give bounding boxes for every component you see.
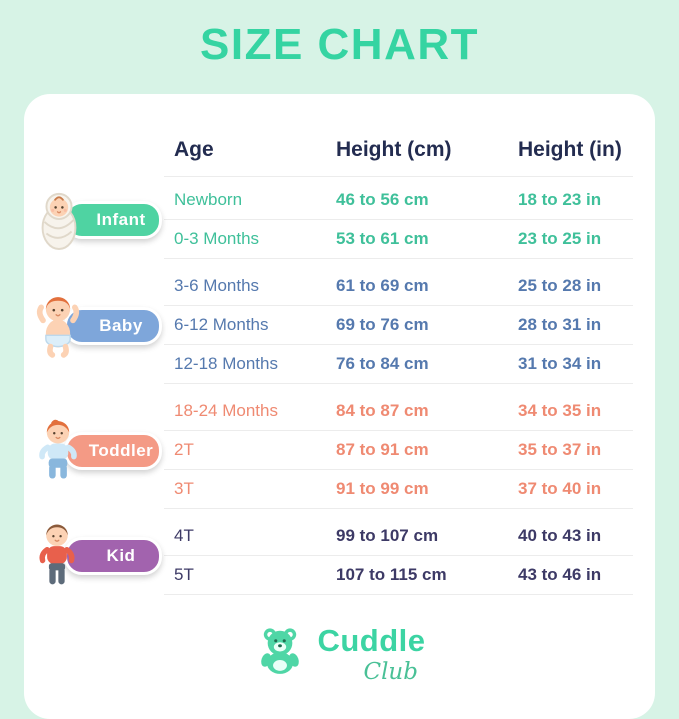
height-cm-cell: 69 to 76 cm <box>336 315 429 334</box>
age-cell: 4T <box>174 526 194 545</box>
height-cm-cell: 87 to 91 cm <box>336 440 429 459</box>
height-in-cell: 37 to 40 in <box>518 479 602 498</box>
height-in-cell: 34 to 35 in <box>518 401 602 420</box>
table-row: 18-24 Months 84 to 87 cm 34 to 35 in <box>164 392 633 431</box>
kid-illustration <box>39 524 75 585</box>
kid-rows: 4T 99 to 107 cm 40 to 43 in 5T 107 to 11… <box>164 513 633 599</box>
toddler-illustration <box>39 419 77 479</box>
brand-name-cuddle: Cuddle <box>317 623 426 658</box>
age-cell: 2T <box>174 440 194 459</box>
kid-badge-pill: Kid <box>64 537 162 575</box>
column-header-height-in: Height (in) <box>518 138 622 161</box>
table-row: 3T 91 to 99 cm 37 to 40 in <box>164 470 633 509</box>
age-cell: 12-18 Months <box>174 354 278 373</box>
age-cell: 5T <box>174 565 194 584</box>
age-cell: 0-3 Months <box>174 229 260 248</box>
brand-text: Cuddle Club <box>317 623 425 685</box>
height-in-cell: 28 to 31 in <box>518 315 602 334</box>
kid-badge: Kid <box>24 513 164 599</box>
baby-badge-pill: Baby <box>64 306 162 345</box>
table-row: Newborn 46 to 56 cm 18 to 23 in <box>164 181 633 220</box>
height-in-cell: 25 to 28 in <box>518 276 602 295</box>
toddler-rows: 18-24 Months 84 to 87 cm 34 to 35 in 2T … <box>164 388 633 513</box>
group-kid: Kid 4T 99 to 107 cm 40 to 43 in 5T 107 t… <box>24 513 655 599</box>
age-cell: 6-12 Months <box>174 315 269 334</box>
height-cm-cell: 61 to 69 cm <box>336 276 429 295</box>
height-in-cell: 31 to 34 in <box>518 354 602 373</box>
table-row: 5T 107 to 115 cm 43 to 46 in <box>164 556 633 595</box>
age-cell: Newborn <box>174 190 243 209</box>
height-cm-cell: 107 to 115 cm <box>336 565 447 584</box>
height-in-cell: 18 to 23 in <box>518 190 602 209</box>
table-row: 0-3 Months 53 to 61 cm 23 to 25 in <box>164 220 633 259</box>
infant-rows: Newborn 46 to 56 cm 18 to 23 in 0-3 Mont… <box>164 177 633 263</box>
toddler-badge: Toddler <box>24 388 164 513</box>
column-header-height-cm: Height (cm) <box>336 138 452 161</box>
height-cm-cell: 53 to 61 cm <box>336 229 429 248</box>
height-cm-cell: 46 to 56 cm <box>336 190 429 209</box>
infant-badge: Infant <box>24 177 164 263</box>
height-cm-cell: 99 to 107 cm <box>336 526 439 545</box>
table-header: Age Height (cm) Height (in) <box>164 138 633 177</box>
baby-illustration <box>36 296 80 358</box>
height-in-cell: 35 to 37 in <box>518 440 602 459</box>
height-cm-cell: 76 to 84 cm <box>336 354 429 373</box>
height-cm-cell: 91 to 99 cm <box>336 479 429 498</box>
age-cell: 3-6 Months <box>174 276 260 295</box>
table-row: 3-6 Months 61 to 69 cm 25 to 28 in <box>164 267 633 306</box>
table-row: 4T 99 to 107 cm 40 to 43 in <box>164 517 633 556</box>
age-cell: 18-24 Months <box>174 401 278 420</box>
age-cell: 3T <box>174 479 194 498</box>
infant-badge-label: Infant <box>96 210 146 229</box>
height-cm-cell: 84 to 87 cm <box>336 401 429 420</box>
column-header-age: Age <box>174 138 214 161</box>
height-in-cell: 23 to 25 in <box>518 229 602 248</box>
page-title: SIZE CHART <box>200 20 479 69</box>
height-in-cell: 40 to 43 in <box>518 526 602 545</box>
baby-badge-label: Baby <box>99 315 143 335</box>
group-baby: Baby 3-6 Months 61 to 69 cm 25 to 28 in … <box>24 263 655 388</box>
table-row: 6-12 Months 69 to 76 cm 28 to 31 in <box>164 306 633 345</box>
brand-logo: Cuddle Club <box>24 623 655 685</box>
brand-name-club: Club <box>363 659 418 685</box>
size-chart-card: Age Height (cm) Height (in) Infant <box>24 94 655 719</box>
toddler-badge-label: Toddler <box>88 440 154 460</box>
table-row: 2T 87 to 91 cm 35 to 37 in <box>164 431 633 470</box>
table-row: 12-18 Months 76 to 84 cm 31 to 34 in <box>164 345 633 384</box>
kid-badge-label: Kid <box>106 546 136 565</box>
teddy-bear-icon <box>261 628 300 674</box>
baby-rows: 3-6 Months 61 to 69 cm 25 to 28 in 6-12 … <box>164 263 633 388</box>
baby-badge: Baby <box>24 263 164 388</box>
group-toddler: Toddler 18-24 Months 84 to 87 cm 34 to 3… <box>24 388 655 513</box>
height-in-cell: 43 to 46 in <box>518 565 602 584</box>
infant-illustration <box>41 192 77 250</box>
group-infant: Infant Newborn 46 to 56 cm 18 to 23 in 0… <box>24 177 655 263</box>
